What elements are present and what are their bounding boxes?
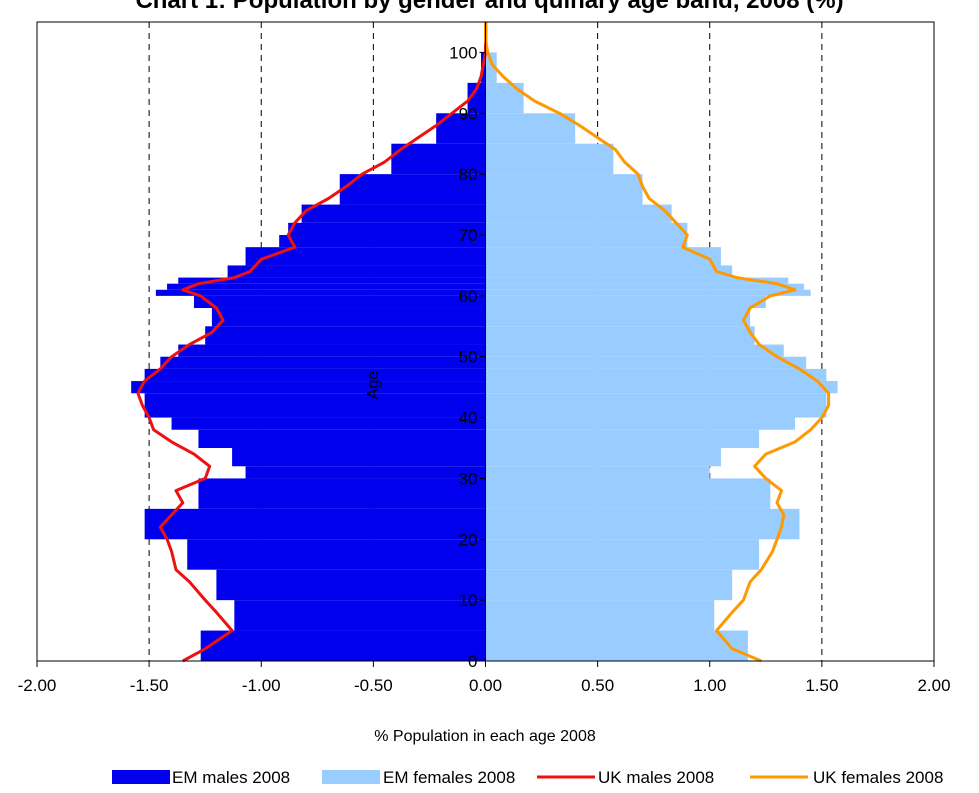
em-female-bar-19	[485, 283, 804, 290]
legend-label-0: EM males 2008	[172, 768, 290, 787]
em-male-bar-13	[160, 356, 486, 369]
x-tick-label-6: 1.00	[693, 676, 726, 695]
legend-label-1: EM females 2008	[383, 768, 515, 787]
em-female-bar-23	[485, 235, 688, 248]
em-male-bar-12	[144, 368, 486, 382]
legend-label-2: UK males 2008	[598, 768, 714, 787]
legend-swatch-1	[322, 770, 380, 784]
em-male-bar-6	[245, 466, 486, 479]
legend: EM males 2008 EM females 2008 UK males 200…	[112, 768, 943, 787]
em-male-bar-17	[193, 295, 486, 309]
em-male-bar-27	[391, 143, 486, 175]
em-male-bar-22	[245, 247, 486, 266]
y-axis-title: Age	[365, 371, 382, 400]
y-tick-label-10: 100	[449, 43, 477, 62]
em-female-bar-2	[485, 569, 733, 601]
em-female-bar-24	[485, 222, 688, 235]
em-male-bar-5	[198, 478, 486, 509]
em-female-bar-17	[485, 295, 766, 309]
em-female-bar-3	[485, 539, 760, 570]
y-tick-label-4: 40	[459, 409, 478, 428]
x-tick-label-4: 0.00	[469, 676, 502, 695]
em-male-bar-16	[211, 308, 486, 327]
y-tick-label-3: 30	[459, 469, 478, 488]
em-female-bar-15	[485, 326, 755, 345]
y-tick-label-2: 20	[459, 530, 478, 549]
em-male-bar-1	[234, 600, 486, 631]
em-male-bar-26	[339, 174, 486, 205]
x-axis-title: % Population in each age 2008	[374, 728, 596, 745]
em-female-bar-28	[485, 113, 576, 144]
x-tick-label-2: -1.00	[242, 676, 281, 695]
em-female-bar-5	[485, 478, 771, 509]
axes: -2.00 -1.50 -1.00 -0.50 0.00 0.50 1.00 1.50 2.00…	[18, 21, 951, 695]
em-female-bar-21	[485, 265, 733, 278]
y-tick-label-7: 70	[459, 226, 478, 245]
x-tick-label-0: -2.00	[18, 676, 57, 695]
em-male-bar-18	[155, 289, 486, 296]
em-female-bar-12	[485, 368, 827, 382]
y-tick-label-1: 10	[459, 591, 478, 610]
em-male-bar-24	[288, 222, 486, 235]
legend-swatch-0	[112, 770, 170, 784]
em-female-bar-29	[485, 82, 524, 114]
em-female-bar-20	[485, 277, 789, 284]
em-female-bar-26	[485, 174, 643, 205]
legend-label-3: UK females 2008	[813, 768, 943, 787]
chart-title: Chart 1: Population by gender and quinar…	[135, 0, 844, 14]
em-male-bar-0	[200, 630, 486, 661]
em-male-bar-10	[144, 393, 486, 418]
em-female-bar-9	[485, 417, 795, 430]
em-male-bar-19	[167, 283, 486, 290]
em-female-bar-14	[485, 344, 784, 357]
em-male-bar-21	[227, 265, 486, 278]
em-male-bar-9	[171, 417, 486, 430]
em-male-bar-2	[216, 569, 486, 601]
x-tick-label-5: 0.50	[581, 676, 614, 695]
em-female-bar-27	[485, 143, 614, 175]
x-tick-label-3: -0.50	[354, 676, 393, 695]
em-female-bar-7	[485, 448, 721, 467]
em-female-bar-22	[485, 247, 721, 266]
em-male-bar-4	[144, 508, 486, 540]
y-tick-label-9: 90	[459, 104, 478, 123]
em-male-bar-23	[279, 235, 486, 248]
em-female-bar-6	[485, 466, 710, 479]
em-female-bar-1	[485, 600, 715, 631]
em-female-bar-4	[485, 508, 800, 540]
y-tick-label-5: 50	[459, 348, 478, 367]
em-male-bar-14	[178, 344, 486, 357]
em-male-bar-15	[205, 326, 486, 345]
em-female-bar-30	[485, 52, 497, 83]
uk-females-line	[484, 22, 831, 663]
em-male-bar-8	[198, 429, 486, 448]
y-tick-label-8: 80	[459, 165, 478, 184]
em-female-bar-25	[485, 204, 672, 223]
em-male-bar-7	[232, 448, 486, 467]
em-female-bar-10	[485, 393, 827, 418]
y-tick-label-6: 60	[459, 287, 478, 306]
em-female-bar-8	[485, 429, 760, 448]
uk-males-line	[136, 22, 487, 663]
em-female-bar-0	[485, 630, 748, 661]
em-male-bar-11	[131, 381, 486, 394]
bars	[131, 22, 838, 661]
em-male-bar-25	[301, 204, 486, 223]
em-female-bar-11	[485, 381, 838, 394]
em-male-bar-29	[467, 82, 486, 114]
series-lines	[136, 22, 831, 663]
y-tick-label-0: 0	[468, 652, 477, 671]
x-tick-label-1: -1.50	[130, 676, 169, 695]
x-tick-label-8: 2.00	[917, 676, 950, 695]
em-male-bar-3	[187, 539, 486, 570]
em-female-bar-18	[485, 289, 811, 296]
x-tick-label-7: 1.50	[805, 676, 838, 695]
em-female-bar-16	[485, 308, 751, 327]
em-male-bar-20	[178, 277, 486, 284]
em-female-bar-13	[485, 356, 807, 369]
